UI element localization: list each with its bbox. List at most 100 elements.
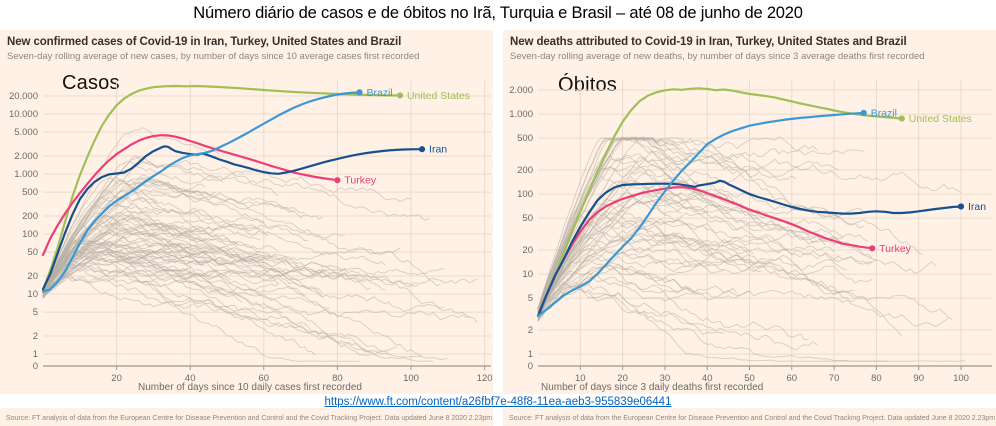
y-tick-label: 500: [517, 133, 533, 144]
background-series-line: [537, 225, 750, 312]
y-tick-label: 200: [517, 165, 533, 176]
deaths-x-axis-label: Number of days since 3 daily deaths firs…: [541, 382, 764, 393]
cases-chart-title: New confirmed cases of Covid-19 in Iran,…: [7, 36, 402, 48]
background-series-line: [42, 237, 386, 297]
y-tick-label: 20.000: [9, 91, 38, 102]
background-series-line: [42, 156, 430, 294]
background-series-line: [537, 247, 873, 312]
y-tick-label: 1.000: [509, 109, 533, 120]
united_states-line: [536, 87, 903, 317]
background-series-line: [42, 248, 224, 294]
y-tick-label: 10: [27, 289, 38, 300]
article-link[interactable]: https://www.ft.com/content/a26fbf7e-48f8…: [316, 395, 680, 409]
x-tick-label: 80: [332, 373, 343, 384]
deaths-chart-subtitle: Seven-day rolling average of new deaths,…: [510, 51, 925, 62]
deaths-chart-title: New deaths attributed to Covid-19 in Ira…: [510, 36, 907, 48]
background-series-line: [42, 221, 261, 293]
x-tick-label: 60: [259, 373, 270, 384]
background-series-line: [537, 191, 843, 316]
x-tick-label: 40: [185, 373, 196, 384]
brazil-endpoint-dot: [860, 109, 867, 116]
x-tick-label: 120: [477, 373, 493, 384]
background-series-line: [537, 136, 691, 310]
background-series-line: [537, 280, 725, 336]
brazil-label: Brazil: [366, 87, 392, 99]
deaths-panel: New deaths attributed to Covid-19 in Ira…: [503, 30, 996, 394]
cases-source-text: Source: FT analysis of data from the Eur…: [6, 413, 493, 422]
background-series-line: [42, 186, 264, 295]
y-tick-label: 10: [522, 269, 533, 280]
x-tick-label: 70: [829, 373, 840, 384]
iran-endpoint-dot: [418, 146, 426, 153]
background-series-line: [537, 257, 767, 318]
x-tick-label: 60: [787, 373, 798, 384]
background-series-line: [42, 250, 327, 290]
x-tick-label: 40: [702, 373, 713, 384]
deaths-source-text: Source: FT analysis of data from the Eur…: [509, 413, 996, 422]
background-series-line: [42, 232, 371, 299]
background-series-line: [42, 239, 434, 362]
cases-x-axis-label: Number of days since 10 daily cases firs…: [138, 382, 362, 393]
x-tick-label: 100: [403, 373, 419, 384]
y-tick-label: 200: [22, 211, 38, 222]
cases-source-note: Source: FT analysis of data from the Eur…: [0, 408, 493, 426]
y-tick-label: 50: [522, 213, 533, 224]
background-series-line: [42, 237, 279, 298]
background-series-line: [537, 271, 738, 318]
y-tick-label: 2: [33, 331, 38, 342]
y-tick-label: 5: [33, 307, 38, 318]
background-series-line: [537, 281, 890, 362]
y-tick-label: 500: [22, 187, 38, 198]
turkey-endpoint-dot: [334, 177, 341, 184]
background-series-line: [42, 160, 412, 290]
background-series-line: [42, 246, 371, 356]
background-series-line: [537, 136, 661, 321]
background-series-line: [42, 195, 268, 295]
background-series-line: [42, 252, 231, 299]
deaths-chart: 10 20 30 40 50 60 70 80 90 1002.0001.000500200100…: [509, 80, 992, 384]
background-series-line: [42, 242, 423, 357]
y-tick-label: 1.000: [14, 169, 38, 180]
brazil-label: Brazil: [871, 107, 897, 119]
x-tick-label: 100: [953, 373, 969, 384]
y-tick-label: 2.000: [509, 85, 533, 96]
iran-line: [536, 179, 963, 317]
x-tick-label: 20: [111, 373, 122, 384]
deaths-source-note: Source: FT analysis of data from the Eur…: [503, 408, 996, 426]
background-series-line: [537, 247, 949, 327]
brazil-line: [41, 91, 361, 293]
x-tick-label: 10: [575, 373, 586, 384]
iran-endpoint-dot: [957, 203, 965, 210]
source-row: Source: FT analysis of data from the Eur…: [0, 408, 996, 426]
background-series-line: [537, 283, 966, 362]
turkey-label: Turkey: [344, 175, 376, 187]
united_states-label: United States: [407, 90, 470, 102]
background-series-line: [537, 190, 869, 316]
background-series-line: [537, 251, 936, 310]
background-series-line: [537, 233, 873, 315]
turkey-endpoint-dot: [869, 245, 876, 252]
y-tick-label: 100: [517, 189, 533, 200]
chart-panels: New confirmed cases of Covid-19 in Iran,…: [0, 30, 996, 394]
background-series-line: [42, 263, 448, 360]
page-title: Número diário de casos e de óbitos no Ir…: [193, 4, 803, 22]
background-series-line: [42, 127, 220, 296]
y-tick-label: 20: [522, 245, 533, 256]
y-tick-label: 20: [27, 271, 38, 282]
y-tick-label: 100: [22, 229, 38, 240]
y-tick-label: 1: [528, 349, 533, 360]
y-tick-label: 50: [27, 247, 38, 258]
turkey-label: Turkey: [879, 243, 911, 255]
background-series-line: [42, 243, 287, 294]
united_states-label: United States: [909, 113, 972, 125]
background-series-line: [537, 195, 873, 321]
background-series-line: [537, 218, 788, 312]
link-bar: https://www.ft.com/content/a26fbf7e-48f8…: [0, 392, 996, 410]
background-series-line: [537, 184, 737, 322]
background-series-line: [42, 262, 397, 352]
background-series-line: [42, 254, 272, 293]
x-tick-label: 50: [744, 373, 755, 384]
background-series-line: [42, 189, 323, 296]
iran-line: [41, 145, 424, 291]
y-tick-label: 5: [528, 293, 533, 304]
